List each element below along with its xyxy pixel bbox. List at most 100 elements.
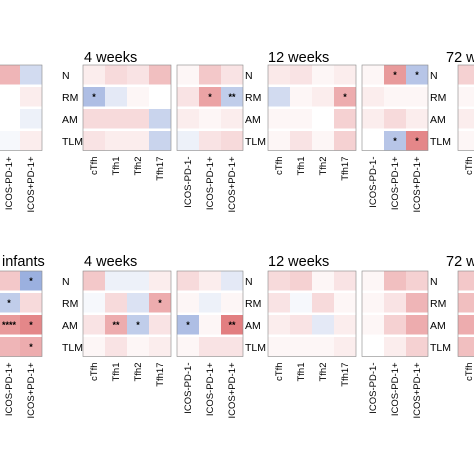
heatmap-cell xyxy=(268,109,290,129)
row-label: TLM xyxy=(430,136,451,148)
heatmap-cell xyxy=(334,109,356,129)
heatmap-cell xyxy=(83,65,105,85)
heatmap-cell xyxy=(384,131,406,151)
column-label: Tfh1 xyxy=(296,363,307,382)
column-label: Tfh1 xyxy=(111,157,122,176)
heatmap-cell xyxy=(20,87,42,107)
column-label: ICOS+PD-1+ xyxy=(26,362,37,418)
heatmap-cell xyxy=(290,315,312,335)
heatmap-cell xyxy=(0,293,20,313)
heatmap-cell xyxy=(105,337,127,357)
column-label: ICOS+PD-1+ xyxy=(412,362,423,418)
significance-mark: * xyxy=(208,92,212,102)
heatmap-cell xyxy=(458,293,474,313)
heatmap-cell xyxy=(268,87,290,107)
significance-mark: **** xyxy=(2,320,17,330)
heatmap-cell xyxy=(221,65,243,85)
row-label: RM xyxy=(245,92,261,104)
row-label: RM xyxy=(62,92,78,104)
heatmap-cell xyxy=(0,109,20,129)
heatmap-cell xyxy=(199,65,221,85)
heatmap-cell xyxy=(105,109,127,129)
heatmap-cell xyxy=(199,87,221,107)
heatmap-panel: ****** **ICOS-PD-1+ ICOS+PD-1+ xyxy=(0,270,43,418)
heatmap-cell xyxy=(406,65,428,85)
heatmap-cell xyxy=(334,65,356,85)
heatmap-cell xyxy=(290,131,312,151)
heatmap-cell xyxy=(20,65,42,85)
panel-title: 4 weeks xyxy=(84,254,137,270)
heatmap-cell xyxy=(268,337,290,357)
column-label: ICOS-PD-1+ xyxy=(390,156,401,210)
heatmap-panel: N RM AM TLM cTfh xyxy=(430,64,474,175)
row-label: N xyxy=(245,70,253,82)
heatmap-cell xyxy=(334,293,356,313)
panel-title: 12 weeks xyxy=(268,50,329,66)
heatmap-cell xyxy=(105,87,127,107)
column-label: Tfh1 xyxy=(111,363,122,382)
row-label: RM xyxy=(430,298,446,310)
heatmap-cell xyxy=(127,87,149,107)
heatmap-cell xyxy=(83,109,105,129)
heatmap-cell xyxy=(105,65,127,85)
heatmap-frame xyxy=(82,270,172,357)
heatmap-cell xyxy=(312,315,334,335)
heatmap-cell xyxy=(0,87,20,107)
heatmap-cell xyxy=(105,271,127,291)
heatmap-cell xyxy=(384,337,406,357)
column-label: Tfh17 xyxy=(155,157,166,181)
heatmap-cell xyxy=(406,109,428,129)
heatmap-cell xyxy=(177,271,199,291)
column-label: Tfh2 xyxy=(318,363,329,382)
row-label: AM xyxy=(245,320,261,332)
row-label: TLM xyxy=(245,342,266,354)
heatmap-frame xyxy=(176,64,244,151)
column-label: Tfh2 xyxy=(133,157,144,176)
significance-mark: * xyxy=(29,320,33,330)
row-label: N xyxy=(62,70,70,82)
heatmap-cell xyxy=(177,293,199,313)
heatmap-cell xyxy=(83,271,105,291)
heatmap-cell xyxy=(177,315,199,335)
heatmap-cell xyxy=(127,293,149,313)
row-label: AM xyxy=(245,114,261,126)
heatmap-cell xyxy=(20,271,42,291)
heatmap-cell xyxy=(221,315,243,335)
heatmap-cell xyxy=(406,293,428,313)
column-label: Tfh17 xyxy=(340,363,351,387)
heatmap-cell xyxy=(384,65,406,85)
heatmap-cell xyxy=(268,131,290,151)
heatmap-cell xyxy=(458,87,474,107)
heatmap-cell xyxy=(149,293,171,313)
heatmap-cell xyxy=(83,131,105,151)
heatmap-cell xyxy=(127,271,149,291)
row-label: AM xyxy=(62,114,78,126)
row-label: TLM xyxy=(62,136,83,148)
panel-title: 4 weeks xyxy=(84,50,137,66)
row-label: AM xyxy=(430,114,446,126)
heatmap-cell xyxy=(0,315,20,335)
heatmap-cell xyxy=(406,87,428,107)
row-label: N xyxy=(430,70,438,82)
column-label: ICOS-PD-1- xyxy=(368,157,379,208)
column-label: ICOS+PD-1+ xyxy=(412,156,423,212)
heatmap-cell xyxy=(406,337,428,357)
heatmap-cell xyxy=(290,293,312,313)
column-label: Tfh17 xyxy=(155,363,166,387)
heatmap-cell xyxy=(268,65,290,85)
row-label: RM xyxy=(430,92,446,104)
heatmap-cell xyxy=(384,315,406,335)
heatmap-cell xyxy=(0,337,20,357)
heatmap-cell xyxy=(105,293,127,313)
heatmap-cell xyxy=(221,271,243,291)
heatmap-cell xyxy=(0,271,20,291)
heatmap-cell xyxy=(127,109,149,129)
heatmap-cell xyxy=(20,131,42,151)
heatmap-cell xyxy=(406,131,428,151)
heatmap-cell xyxy=(334,131,356,151)
heatmap-cell xyxy=(384,109,406,129)
heatmap-cell xyxy=(312,65,334,85)
heatmap-cell xyxy=(0,131,20,151)
heatmap-cell xyxy=(20,293,42,313)
column-label: cTfh xyxy=(464,157,474,175)
